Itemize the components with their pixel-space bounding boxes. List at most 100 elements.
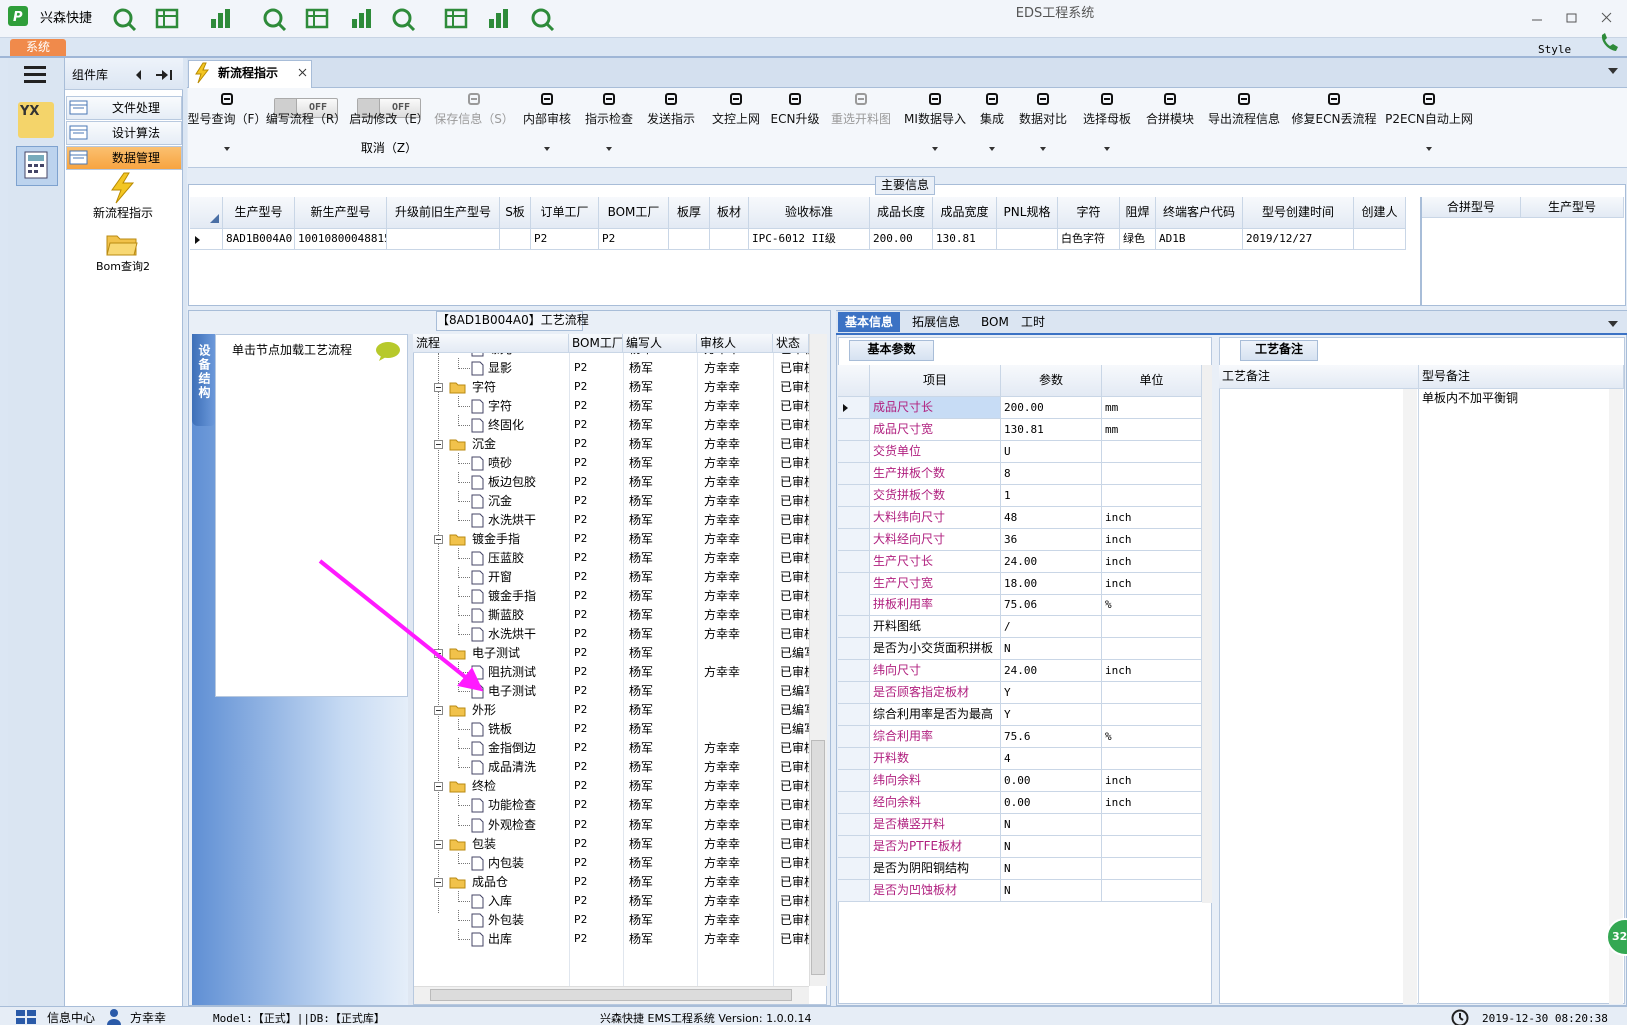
ribbon-button[interactable]: 文控上网 <box>711 112 760 126</box>
tree-node[interactable]: 金指倒边 <box>488 741 537 756</box>
column-header[interactable]: 字符 <box>1058 197 1120 229</box>
ribbon-sublabel[interactable]: 取消（Z） <box>360 141 418 155</box>
section-tab[interactable]: 基本参数 <box>849 340 934 361</box>
tree-column-header[interactable]: 状态 <box>773 334 809 353</box>
param-name[interactable]: 纬向尺寸 <box>870 660 1001 683</box>
tree-v-thumb[interactable] <box>811 740 825 975</box>
param-name[interactable]: 交货单位 <box>870 440 1001 463</box>
tree-node[interactable]: 开窗 <box>488 570 513 585</box>
tree-node[interactable]: 喷砂 <box>488 456 513 471</box>
side-tab[interactable] <box>192 334 216 426</box>
param-name[interactable]: 综合利用率 <box>870 726 1001 749</box>
category-label[interactable]: 设计算法 <box>111 126 160 140</box>
tree-node[interactable]: 水洗烘干 <box>488 513 537 528</box>
tree-node[interactable]: 电子测试 <box>472 646 521 661</box>
column-header[interactable]: 板厚 <box>669 197 710 229</box>
tree-node[interactable]: 字符 <box>488 399 513 414</box>
tree-node[interactable]: 镀金手指 <box>472 532 521 547</box>
column-header[interactable]: 创建人 <box>1354 197 1406 229</box>
ribbon-button[interactable]: 选择母板 <box>1082 112 1131 126</box>
remarks-header[interactable]: 型号备注 <box>1419 365 1624 389</box>
details-tab[interactable]: 工时 <box>1021 315 1046 329</box>
details-tab[interactable]: BOM <box>981 315 1009 329</box>
ribbon-button[interactable]: 型号查询（F） <box>187 112 267 126</box>
tree-node[interactable]: 铣板 <box>488 722 513 737</box>
tree-node[interactable]: 成品清洗 <box>488 760 537 775</box>
tree-node[interactable]: 沉金 <box>488 494 513 509</box>
ribbon-button[interactable]: MI数据导入 <box>904 112 966 126</box>
tree-node[interactable]: 压蓝胶 <box>488 551 525 566</box>
merge-column-header[interactable]: 合拼型号 <box>1422 197 1521 218</box>
ribbon-button[interactable]: 指示检查 <box>584 112 633 126</box>
param-name[interactable]: 生产尺寸宽 <box>870 572 1001 595</box>
merge-column-header[interactable]: 生产型号 <box>1521 197 1624 218</box>
tree-node[interactable]: 出库 <box>488 931 513 946</box>
param-name[interactable]: 综合利用率是否为最高 <box>870 704 1001 727</box>
param-name[interactable]: 是否顾客指定板材 <box>870 682 1001 705</box>
tree-node[interactable]: 阻抗测试 <box>488 665 537 680</box>
tool-label[interactable]: 新流程指示 <box>92 206 153 220</box>
param-name[interactable]: 大料纬向尺寸 <box>870 506 1001 529</box>
tree-node[interactable]: 外包装 <box>488 912 525 927</box>
param-name[interactable]: 拼板利用率 <box>870 594 1001 617</box>
column-header[interactable]: 升级前旧生产型号 <box>387 197 500 229</box>
param-name[interactable]: 生产拼板个数 <box>870 462 1001 485</box>
column-header[interactable]: 阻焊 <box>1120 197 1156 229</box>
ribbon-button[interactable]: 内部审核 <box>522 112 571 126</box>
tree-column-header[interactable]: BOM工厂 <box>569 334 623 353</box>
column-header[interactable]: 验收标准 <box>749 197 870 229</box>
process-title[interactable]: 【8AD1B004A0】工艺流程 <box>436 311 589 331</box>
column-header[interactable]: 订单工厂 <box>531 197 599 229</box>
param-name[interactable]: 是否为凹蚀板材 <box>870 879 1001 902</box>
tree-column-header[interactable]: 流程 <box>413 334 569 353</box>
param-name[interactable]: 纬向余料 <box>870 769 1001 792</box>
param-name[interactable]: 是否为PTFE板材 <box>870 835 1001 858</box>
params-header[interactable]: 参数 <box>1001 365 1102 397</box>
ribbon-button[interactable]: 保存信息（S） <box>434 112 514 126</box>
model-note[interactable]: 单板内不加平衡铜 <box>1422 391 1519 405</box>
tree-node[interactable]: 显影 <box>488 361 513 376</box>
ribbon-button[interactable]: 重选开料图 <box>830 112 891 126</box>
category-label[interactable]: 文件处理 <box>111 101 160 115</box>
document-tab-label[interactable]: 新流程指示 <box>218 66 279 80</box>
ribbon-button[interactable]: 编写流程（R） <box>265 112 347 126</box>
tree-node[interactable]: 外观检查 <box>488 817 537 832</box>
ribbon-button[interactable]: 集成 <box>979 112 1004 126</box>
ribbon-button[interactable]: P2ECN自动上网 <box>1385 112 1473 126</box>
category-label[interactable]: 数据管理 <box>111 151 160 165</box>
details-tab[interactable]: 拓展信息 <box>912 315 961 329</box>
tree-column-header[interactable]: 审核人 <box>697 334 773 353</box>
tree-node[interactable]: 终检 <box>472 779 497 794</box>
tree-node[interactable]: 终固化 <box>488 418 525 433</box>
column-header[interactable]: 板材 <box>710 197 749 229</box>
param-name[interactable]: 成品尺寸宽 <box>870 418 1001 441</box>
ribbon-button[interactable]: 合拼模块 <box>1145 112 1194 126</box>
param-name[interactable]: 交货拼板个数 <box>870 484 1001 507</box>
style-menu[interactable]: Style <box>1538 43 1572 56</box>
info-center[interactable]: 信息中心 <box>47 1011 96 1025</box>
params-header[interactable]: 单位 <box>1102 365 1202 397</box>
ribbon-button[interactable]: 数据对比 <box>1018 112 1067 126</box>
tree-node[interactable]: 内包装 <box>488 855 525 870</box>
column-header[interactable]: 型号创建时间 <box>1243 197 1354 229</box>
tree-node[interactable]: 成品仓 <box>472 874 509 889</box>
node-hint[interactable]: 单击节点加载工艺流程 <box>232 343 353 357</box>
system-tab[interactable]: 系统 <box>10 39 66 57</box>
ribbon-button[interactable]: 启动修改（E） <box>349 112 429 126</box>
tree-node[interactable]: 字符 <box>472 380 497 395</box>
column-header[interactable]: 新生产型号 <box>295 197 387 229</box>
main-info-title[interactable]: 主要信息 <box>875 176 935 195</box>
ribbon-button[interactable]: ECN升级 <box>770 112 820 126</box>
column-header[interactable]: PNL规格 <box>997 197 1058 229</box>
tree-node[interactable]: 入库 <box>488 893 513 908</box>
ribbon-button[interactable]: 发送指示 <box>646 112 695 126</box>
tree-node[interactable]: 撕蓝胶 <box>488 608 525 623</box>
column-header[interactable]: S板 <box>500 197 531 229</box>
ribbon-button[interactable]: 修复ECN丢流程 <box>1291 112 1377 126</box>
tree-node[interactable]: 外形 <box>472 703 497 718</box>
details-tab[interactable]: 基本信息 <box>838 312 900 332</box>
param-name[interactable]: 开料数 <box>870 748 1001 771</box>
column-header[interactable]: BOM工厂 <box>599 197 669 229</box>
params-header[interactable]: 项目 <box>870 365 1001 397</box>
tree-node[interactable]: 沉金 <box>472 437 497 452</box>
